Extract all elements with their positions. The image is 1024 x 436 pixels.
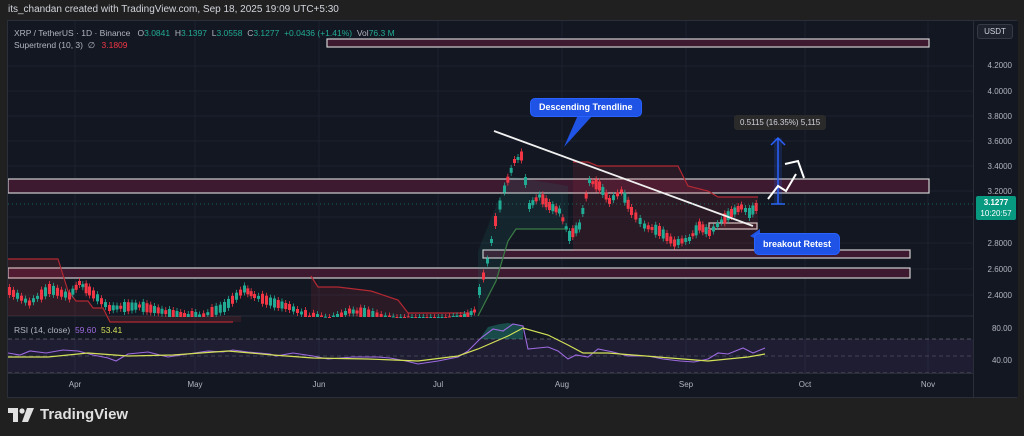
rsi-legend[interactable]: RSI (14, close) 59.60 53.41	[14, 325, 122, 335]
price-plot[interactable]: XRP / TetherUS · 1D · Binance O3.0841 H3…	[7, 21, 973, 397]
vol-label: Vol	[356, 28, 369, 38]
descending-trendline-callout[interactable]: Descending Trendline	[530, 98, 642, 117]
x-tick: Oct	[798, 380, 812, 389]
y-tick: 4.2000	[987, 61, 1012, 70]
x-tick: Nov	[920, 380, 936, 389]
rsi-tick: 40.00	[991, 356, 1012, 365]
supertrend-label: Supertrend (10, 3)	[14, 40, 83, 50]
currency-button[interactable]: USDT	[977, 24, 1013, 39]
bar-countdown: 10:20:57	[980, 209, 1012, 218]
rsi-ma-value: 53.41	[100, 325, 123, 335]
symbol-pair: XRP / TetherUS · 1D · Binance	[14, 28, 131, 38]
vol-value: 76.3 M	[368, 28, 395, 38]
chart-canvas	[7, 21, 973, 374]
price-range-measure: 0.5115 (16.35%) 5,115	[734, 115, 827, 130]
x-tick: May	[187, 380, 203, 389]
symbol-row[interactable]: XRP / TetherUS · 1D · Binance O3.0841 H3…	[14, 27, 395, 39]
source-icon: ∅	[87, 40, 96, 50]
y-tick: 2.4000	[987, 291, 1012, 300]
chart-credit: its_chandan created with TradingView.com…	[8, 4, 339, 15]
y-tick: 2.6000	[987, 265, 1012, 274]
y-tick: 3.8000	[987, 112, 1012, 121]
chart-legend: XRP / TetherUS · 1D · Binance O3.0841 H3…	[14, 27, 395, 51]
open-value: 3.0841	[144, 28, 171, 38]
x-tick: Jul	[432, 380, 444, 389]
y-tick: 2.8000	[987, 239, 1012, 248]
low-value: 3.0558	[216, 28, 243, 38]
breakout-retest-callout[interactable]: breakout Retest	[754, 233, 841, 255]
close-value: 3.1277	[253, 28, 280, 38]
y-tick: 3.4000	[987, 162, 1012, 171]
last-price-tag: 3.1277 10:20:57	[976, 196, 1016, 220]
high-label: H	[174, 28, 181, 38]
last-price: 3.1277	[983, 198, 1009, 207]
y-tick: 3.6000	[987, 137, 1012, 146]
change-value: +0.0436 (+1.41%)	[284, 28, 353, 38]
y-tick: 3.2000	[987, 187, 1012, 196]
x-tick: Apr	[68, 380, 82, 389]
rsi-label: RSI (14, close)	[14, 325, 71, 335]
tradingview-logo-icon	[8, 407, 34, 422]
close-label: C	[247, 28, 254, 38]
supertrend-value: 3.1809	[101, 40, 128, 50]
chart-frame: XRP / TetherUS · 1D · Binance O3.0841 H3…	[7, 20, 1018, 398]
open-label: O	[137, 28, 145, 38]
brand-name: TradingView	[40, 406, 129, 423]
tradingview-logo: TradingView	[8, 406, 128, 423]
x-tick: Jun	[312, 380, 326, 389]
price-axis[interactable]: USDT 4.2000 4.0000 3.8000 3.6000 3.4000 …	[973, 21, 1018, 397]
time-axis[interactable]: Apr May Jun Jul Aug Sep Oct Nov	[8, 373, 973, 397]
high-value: 3.1397	[180, 28, 207, 38]
x-tick: Sep	[678, 380, 694, 389]
supertrend-row[interactable]: Supertrend (10, 3) ∅ 3.1809	[14, 39, 395, 51]
y-tick: 4.0000	[987, 87, 1012, 96]
rsi-value: 59.60	[74, 325, 97, 335]
rsi-tick: 80.00	[991, 324, 1012, 333]
x-tick: Aug	[554, 380, 570, 389]
low-label: L	[211, 28, 217, 38]
